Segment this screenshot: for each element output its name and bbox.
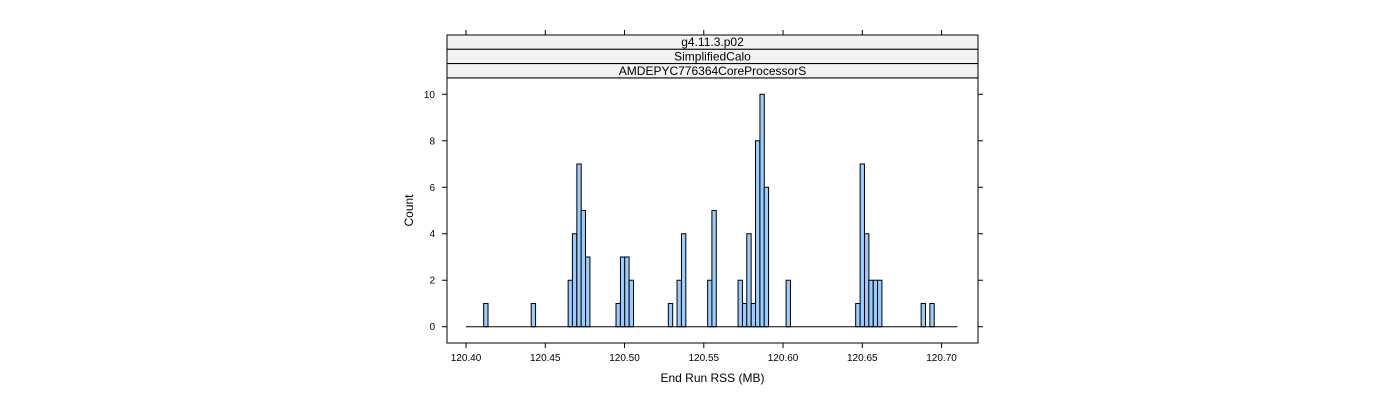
- histogram-bar: [759, 93, 765, 328]
- strip-label-0: g4.11.3.p02: [681, 35, 744, 49]
- histogram-bar: [737, 279, 743, 328]
- y-tick-label: 6: [429, 183, 435, 194]
- histogram-bar: [711, 210, 717, 328]
- y-tick-label: 4: [429, 229, 435, 240]
- strip-label-2: AMDEPYC776364CoreProcessorS: [619, 64, 806, 78]
- histogram-bar: [859, 163, 865, 328]
- histogram-bar: [750, 302, 757, 328]
- histogram-bar: [864, 233, 870, 328]
- strip-label-1: SimplifiedCalo: [674, 49, 751, 63]
- histogram-bar: [868, 279, 874, 328]
- histogram-bar: [741, 302, 748, 328]
- x-tick-label: 120.60: [768, 353, 799, 364]
- histogram-bar: [667, 302, 674, 328]
- histogram-bar: [785, 279, 791, 328]
- histogram-bar: [929, 302, 935, 328]
- y-axis-label: Count: [402, 194, 416, 227]
- x-tick-label: 120.45: [530, 353, 561, 364]
- x-tick-label: 120.40: [451, 353, 482, 364]
- histogram-bar: [754, 140, 761, 328]
- y-tick-label: 2: [429, 276, 435, 287]
- histogram-bar: [707, 279, 713, 328]
- x-tick-label: 120.55: [688, 353, 719, 364]
- strip-group: g4.11.3.p02SimplifiedCaloAMDEPYC776364Co…: [446, 34, 979, 79]
- histogram-bar: [628, 279, 635, 328]
- histogram-bar: [615, 302, 621, 328]
- histogram-bar: [872, 279, 879, 328]
- histogram-bar: [855, 302, 861, 328]
- x-tick-label: 120.65: [847, 353, 878, 364]
- histogram-bar: [680, 233, 687, 328]
- histogram-bar: [619, 256, 626, 328]
- histogram-bar: [571, 233, 578, 328]
- histogram-bar: [676, 279, 682, 328]
- histogram-bar: [877, 279, 883, 328]
- histogram-bar: [763, 186, 770, 328]
- histogram-bar: [530, 302, 537, 328]
- x-tick-label: 120.50: [609, 353, 640, 364]
- histogram-bar: [624, 256, 630, 328]
- plot-frame: [446, 77, 979, 344]
- histogram-bar: [920, 302, 926, 328]
- histogram-bar: [567, 279, 573, 328]
- x-tick-label: 120.70: [926, 353, 957, 364]
- y-tick-label: 10: [424, 90, 436, 101]
- histogram-bar: [585, 256, 591, 328]
- bars-group: [483, 93, 935, 328]
- histogram-bar: [576, 163, 582, 328]
- y-tick-label: 8: [429, 136, 435, 147]
- axes-group: 120.40 120.45 120.50 120.55 120.60 120.65 120.…: [424, 30, 983, 364]
- histogram-bar: [580, 210, 586, 328]
- y-tick-label: 0: [429, 322, 435, 333]
- histogram-bar: [746, 233, 752, 328]
- x-axis-label: End Run RSS (MB): [660, 371, 764, 385]
- histogram-bar: [483, 302, 489, 328]
